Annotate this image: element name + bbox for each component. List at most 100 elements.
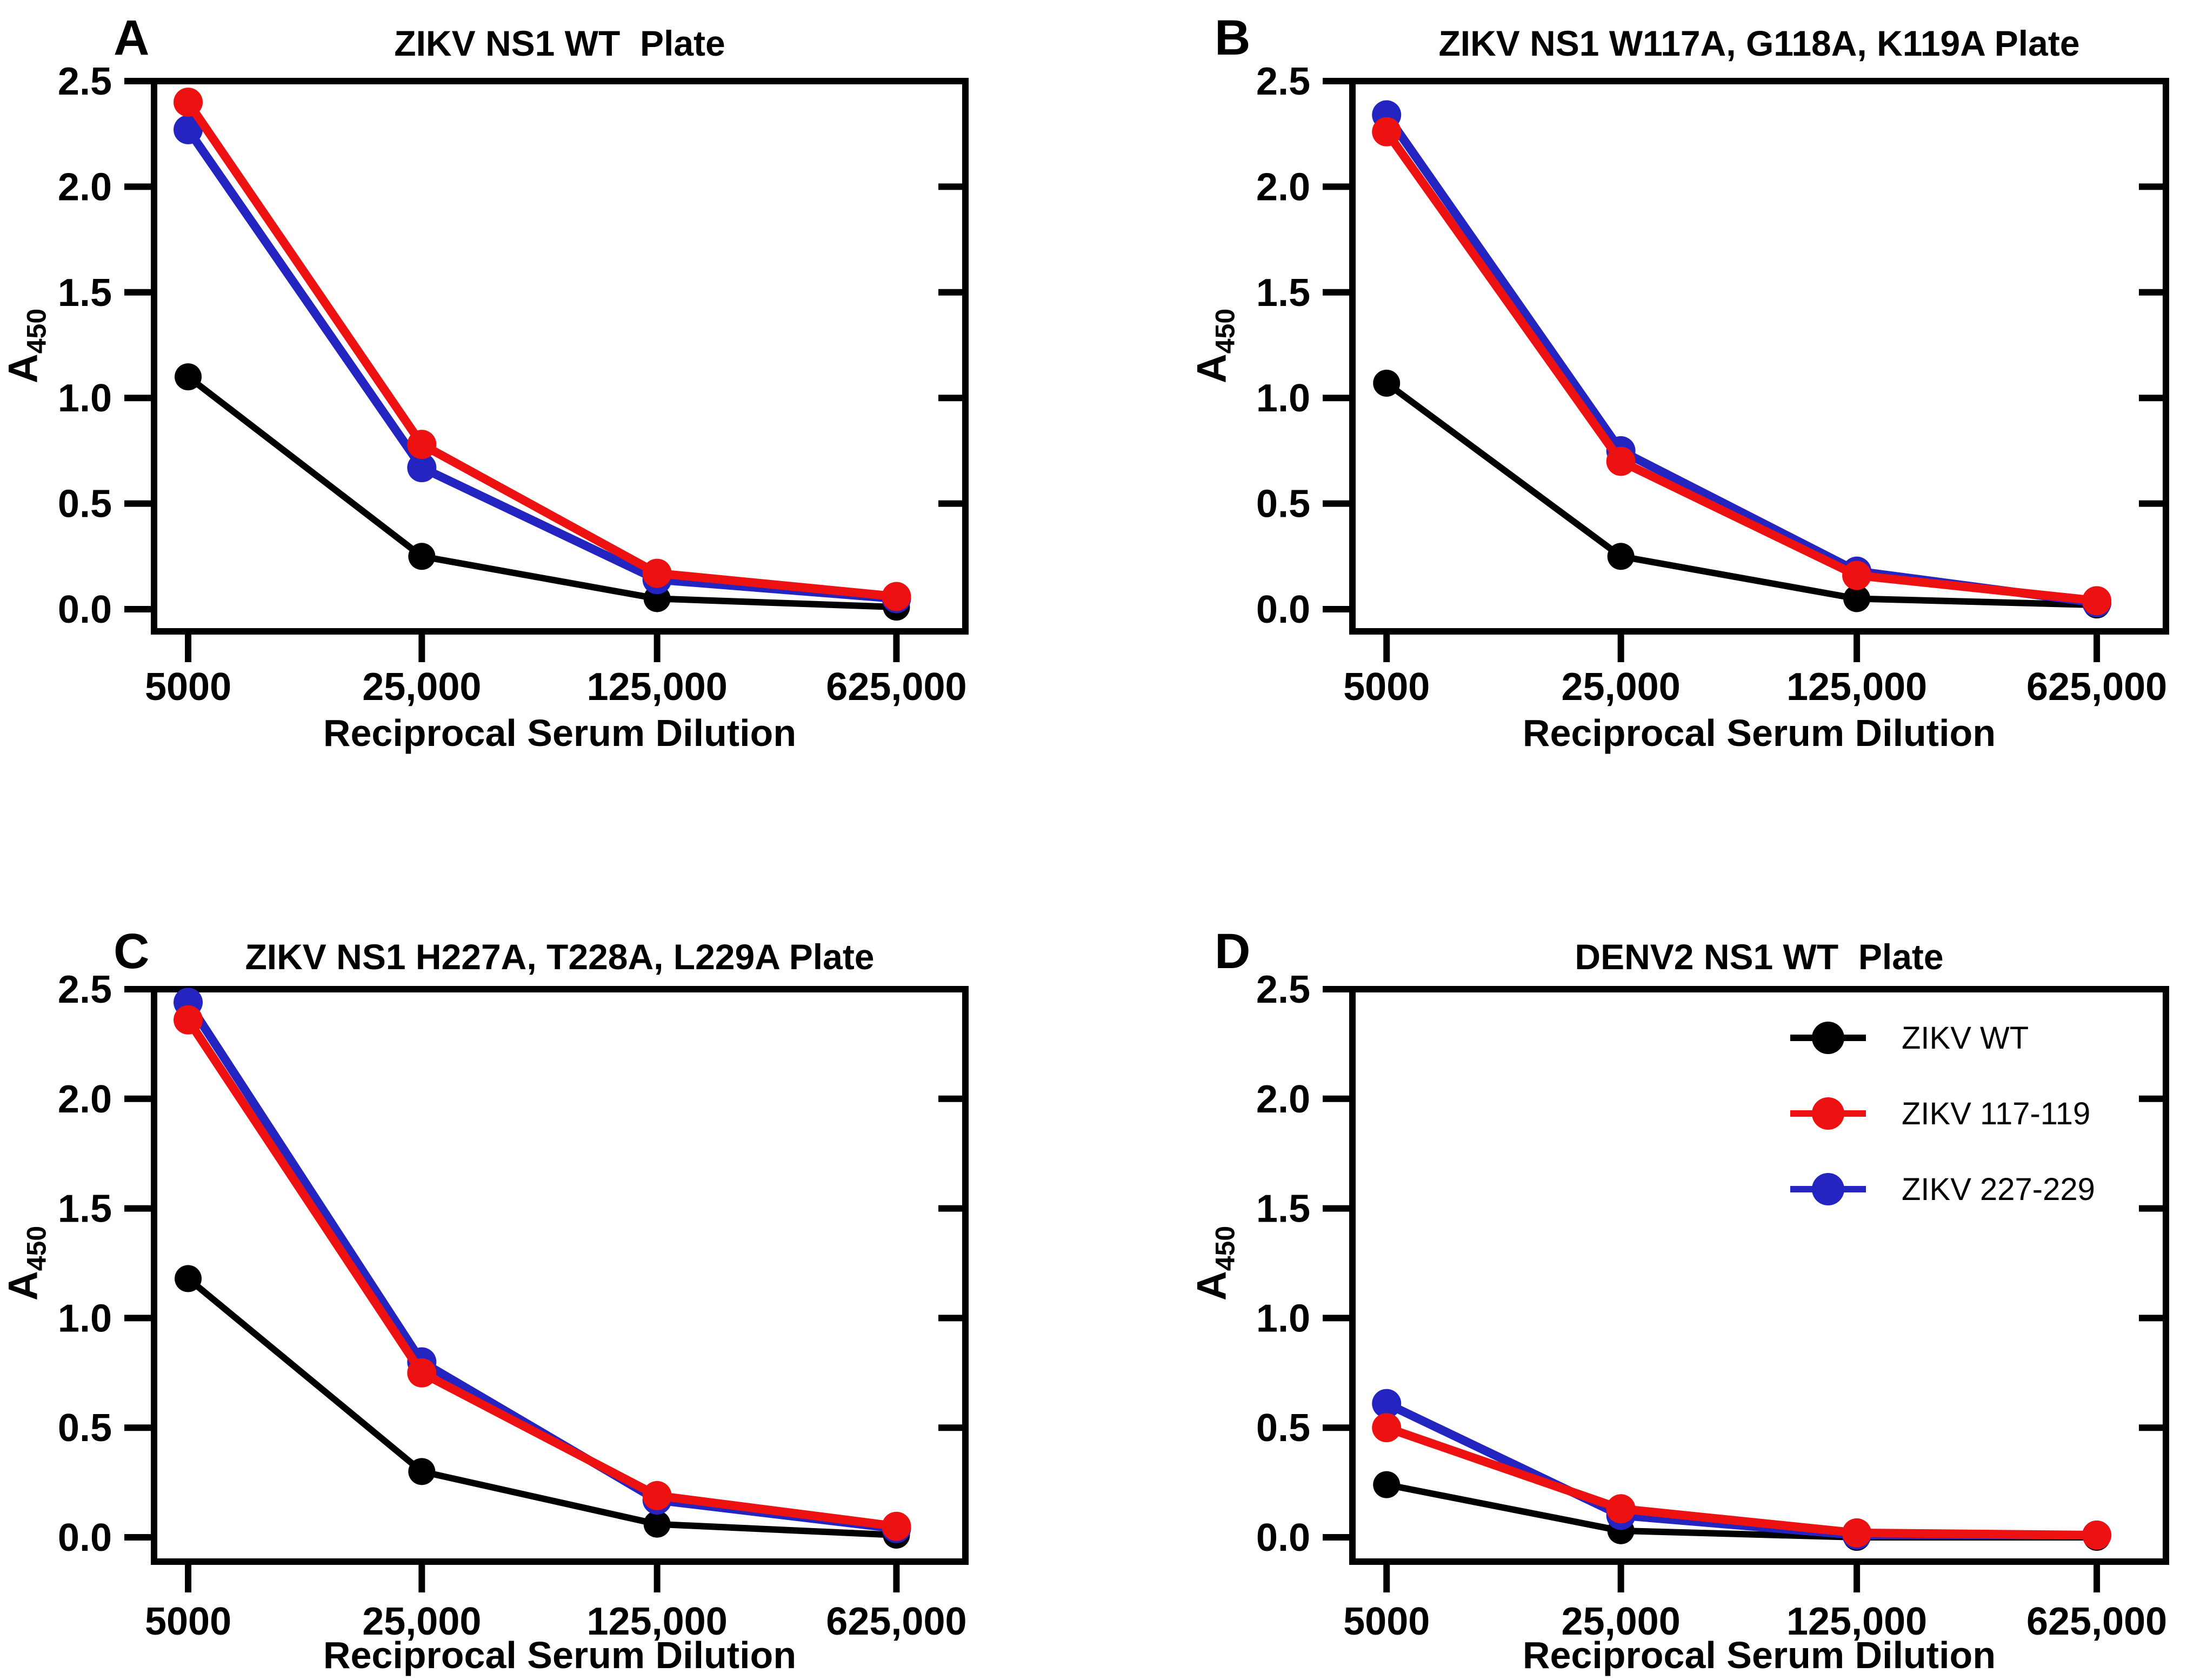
y-tick-label: 1.0 bbox=[1256, 1297, 1310, 1340]
data-point-marker bbox=[1607, 543, 1635, 570]
data-point-marker bbox=[642, 558, 672, 588]
legend-marker-dot bbox=[1812, 1097, 1844, 1130]
data-point-marker bbox=[1842, 1518, 1872, 1548]
plot-frame bbox=[1349, 78, 2169, 635]
x-tick-label: 625,000 bbox=[2026, 665, 2167, 709]
data-point-marker bbox=[174, 115, 203, 144]
x-tick-label: 5000 bbox=[145, 665, 231, 709]
x-tick-label: 5000 bbox=[1343, 1600, 1430, 1643]
data-point-marker bbox=[407, 430, 437, 459]
legend-marker-zikv-117-119 bbox=[1790, 1097, 1866, 1130]
x-tick-label: 125,000 bbox=[586, 1600, 727, 1643]
panel-a: A ZIKV NS1 WT Plate A450 0.0 0.5 1.0 1.5 2.0… bbox=[0, 0, 1103, 876]
y-tick-label: 2.5 bbox=[58, 60, 112, 103]
y-tick-label: 0.0 bbox=[1256, 1516, 1310, 1559]
panel-letter: C bbox=[114, 924, 150, 979]
x-tick-label: 25,000 bbox=[362, 665, 481, 709]
data-point-marker bbox=[408, 543, 436, 570]
y-tick-label: 0.5 bbox=[58, 1406, 112, 1450]
y-tick-label: 2.0 bbox=[1256, 1078, 1310, 1121]
data-point-marker bbox=[1373, 369, 1401, 397]
data-point-marker bbox=[882, 1511, 911, 1541]
plot-frame bbox=[1349, 986, 2169, 1565]
panel-letter: A bbox=[114, 10, 150, 65]
y-tick-label: 2.5 bbox=[1256, 60, 1310, 103]
series-line-zikv-227-229 bbox=[184, 125, 901, 603]
x-axis-label: Reciprocal Serum Dilution bbox=[1522, 1634, 1996, 1676]
y-tick-label: 0.0 bbox=[58, 1516, 112, 1559]
series-line-zikv-117-119 bbox=[1382, 1423, 2102, 1539]
data-point-marker bbox=[1843, 585, 1871, 612]
data-point-marker bbox=[407, 1358, 437, 1388]
data-point-marker bbox=[643, 1510, 671, 1538]
data-point-marker bbox=[2082, 586, 2112, 616]
x-tick-label: 125,000 bbox=[1786, 665, 1927, 709]
y-tick-label: 1.5 bbox=[1256, 271, 1310, 315]
y-tick-label: 1.5 bbox=[58, 271, 112, 315]
y-tick-label: 2.5 bbox=[1256, 968, 1310, 1011]
y-tick-label: 0.5 bbox=[1256, 1406, 1310, 1450]
series-line-zikv-wt bbox=[185, 374, 900, 611]
y-tick-label: 1.5 bbox=[1256, 1188, 1310, 1231]
data-point-marker bbox=[1842, 561, 1872, 590]
x-axis-label: Reciprocal Serum Dilution bbox=[323, 1634, 797, 1676]
panel-b: B ZIKV NS1 W117A, G118A, K119A Plate A45… bbox=[1104, 0, 2207, 876]
y-tick-label: 2.0 bbox=[58, 1078, 112, 1121]
y-tick-label: 1.5 bbox=[58, 1188, 112, 1231]
series-line-zikv-wt bbox=[1383, 379, 2101, 609]
data-point-marker bbox=[1372, 1389, 1402, 1418]
x-axis-label: Reciprocal Serum Dilution bbox=[1522, 712, 1996, 754]
series-line-zikv-wt bbox=[185, 1275, 900, 1538]
panel-letter: B bbox=[1215, 10, 1251, 65]
y-tick-label: 1.0 bbox=[58, 377, 112, 420]
y-tick-label: 1.0 bbox=[1256, 377, 1310, 420]
y-tick-label: 0.5 bbox=[1256, 483, 1310, 526]
series-line-zikv-117-119 bbox=[184, 98, 901, 601]
legend: ZIKV WT ZIKV 117-119 ZIKV 227-229 bbox=[1790, 1008, 2095, 1235]
y-tick-label: 0.0 bbox=[1256, 588, 1310, 631]
y-tick-label: 2.0 bbox=[58, 165, 112, 209]
plot-area: 0.0 0.5 1.0 1.5 2.0 2.5 5000 25,000 125,000 625,0… bbox=[1256, 968, 2169, 1643]
y-tick-label: 1.0 bbox=[58, 1297, 112, 1340]
legend-label: ZIKV 117-119 bbox=[1902, 1096, 2091, 1131]
plot-area: 0.0 0.5 1.0 1.5 2.0 2.5 5000 25,000 125,000 625,0… bbox=[58, 968, 969, 1643]
series-line-zikv-227-229 bbox=[1382, 1399, 2102, 1539]
x-tick-label: 5000 bbox=[145, 1600, 231, 1643]
y-tick-label: 2.0 bbox=[1256, 165, 1310, 209]
x-tick-label: 25,000 bbox=[1562, 665, 1681, 709]
data-point-marker bbox=[407, 453, 437, 483]
series-line-zikv-227-229 bbox=[1382, 110, 2102, 608]
legend-marker-dot bbox=[1812, 1022, 1844, 1054]
data-point-marker bbox=[1606, 1494, 1636, 1524]
plot-area: 0.0 0.5 1.0 1.5 2.0 2.5 5000 25,000 125,000 625,0… bbox=[1256, 60, 2169, 709]
data-point-marker bbox=[882, 582, 911, 611]
legend-entry: ZIKV WT bbox=[1790, 1008, 2095, 1068]
x-tick-label: 625,000 bbox=[2026, 1600, 2167, 1643]
y-tick-label: 0.5 bbox=[58, 483, 112, 526]
panel-letter: D bbox=[1215, 924, 1251, 979]
legend-label: ZIKV 227-229 bbox=[1902, 1171, 2095, 1207]
data-point-marker bbox=[1373, 1471, 1401, 1498]
x-axis-label: Reciprocal Serum Dilution bbox=[323, 712, 797, 754]
x-tick-label: 25,000 bbox=[1562, 1600, 1681, 1643]
legend-marker-zikv-wt bbox=[1790, 1022, 1866, 1054]
x-tick-label: 625,000 bbox=[826, 665, 966, 709]
y-tick-label: 2.5 bbox=[58, 968, 112, 1011]
plot-frame bbox=[151, 78, 969, 635]
data-point-marker bbox=[1372, 1413, 1402, 1443]
panel-d: D DENV2 NS1 WT Plate A450 0.0 0.5 1.0 1.5 2.… bbox=[1104, 876, 2207, 1680]
series-line-zikv-117-119 bbox=[1382, 127, 2102, 605]
panel-c: C ZIKV NS1 H227A, T228A, L229A Plate A45… bbox=[0, 876, 1103, 1680]
panel-title: ZIKV NS1 H227A, T228A, L229A Plate bbox=[245, 937, 875, 977]
data-point-marker bbox=[408, 1458, 436, 1485]
y-tick-label: 0.0 bbox=[58, 588, 112, 631]
data-point-marker bbox=[175, 363, 202, 391]
x-tick-label: 625,000 bbox=[826, 1600, 966, 1643]
data-point-marker bbox=[642, 1481, 672, 1510]
series-line-zikv-117-119 bbox=[184, 1015, 901, 1531]
legend-marker-zikv-227-229 bbox=[1790, 1173, 1866, 1205]
plot-frame bbox=[151, 986, 969, 1565]
panel-title: ZIKV NS1 W117A, G118A, K119A Plate bbox=[1438, 23, 2080, 63]
data-point-marker bbox=[2082, 1520, 2112, 1550]
data-point-marker bbox=[1372, 117, 1402, 146]
